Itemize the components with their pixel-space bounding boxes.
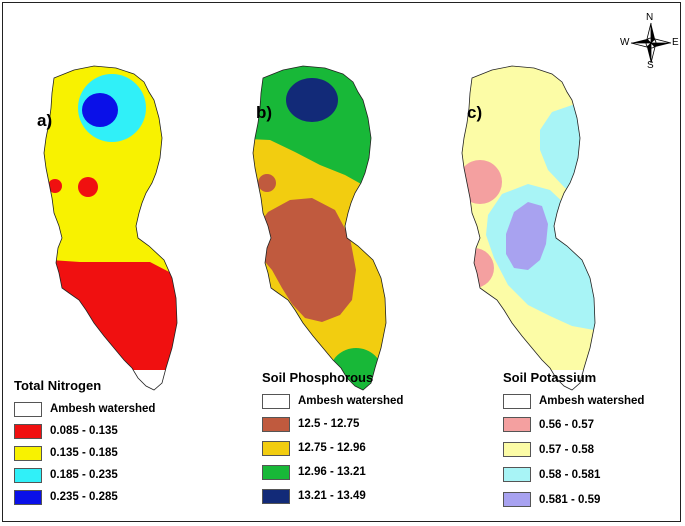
legend-swatch bbox=[503, 467, 531, 482]
zone-n-0.085-0.135 bbox=[44, 258, 177, 370]
legend-row: 12.5 - 12.75 bbox=[262, 412, 403, 436]
legend-swatch bbox=[14, 467, 42, 483]
hotspot-n-large bbox=[78, 177, 98, 197]
zone-n-0.235-0.285 bbox=[82, 93, 118, 127]
zone-k-0.581-0.59 bbox=[506, 202, 548, 270]
compass-labels: N S E W bbox=[620, 12, 680, 72]
legend-row: 12.96 - 13.21 bbox=[262, 460, 403, 484]
compass-east-label: E bbox=[672, 37, 679, 48]
legend-label: 0.57 - 0.58 bbox=[539, 443, 594, 456]
legend-label: Ambesh watershed bbox=[539, 395, 645, 407]
legend-label: 12.96 - 13.21 bbox=[298, 466, 366, 478]
legend-row: 0.58 - 0.581 bbox=[503, 462, 644, 487]
zone-k-0.56-0.57-east bbox=[568, 188, 595, 232]
compass-rose-icon bbox=[630, 22, 672, 64]
panel-label-a: a) bbox=[37, 111, 53, 130]
legend-label: Ambesh watershed bbox=[50, 403, 156, 415]
legend-swatch bbox=[262, 440, 290, 456]
legend-label: 0.185 - 0.235 bbox=[50, 469, 118, 481]
legend-label: 0.085 - 0.135 bbox=[50, 425, 118, 437]
legend-row-watershed: Ambesh watershed bbox=[14, 398, 155, 420]
hotspot-p-west bbox=[258, 174, 276, 192]
compass-west-label: W bbox=[620, 37, 630, 48]
legend-swatch bbox=[14, 445, 42, 461]
legend-soil-potassium: Soil Potassium Ambesh watershed 0.56 - 0… bbox=[503, 370, 644, 512]
legend-row: 13.21 - 13.49 bbox=[262, 484, 403, 508]
hotspot-n-small bbox=[48, 179, 62, 193]
legend-swatch bbox=[14, 489, 42, 505]
compass-south-label: S bbox=[647, 60, 654, 71]
compass-north-label: N bbox=[646, 12, 654, 23]
legend-label: 0.235 - 0.285 bbox=[50, 491, 118, 503]
legend-label: Ambesh watershed bbox=[298, 395, 404, 407]
legend-row: 0.581 - 0.59 bbox=[503, 487, 644, 512]
zone-k-0.56-0.57-west bbox=[462, 248, 494, 288]
legend-row: 0.57 - 0.58 bbox=[503, 437, 644, 462]
panel-label-c: c) bbox=[467, 103, 483, 122]
zone-k-0.56-0.57-northwest bbox=[462, 160, 502, 204]
legend-label: 0.135 - 0.185 bbox=[50, 447, 118, 459]
zone-p-13.21-13.49-east bbox=[384, 128, 386, 192]
legend-row: 0.235 - 0.285 bbox=[14, 486, 155, 508]
panel-label-b: b) bbox=[256, 103, 273, 122]
legend-swatch bbox=[262, 488, 290, 504]
map-total-nitrogen bbox=[44, 66, 177, 370]
legend-row: 0.56 - 0.57 bbox=[503, 412, 644, 437]
legend-swatch bbox=[262, 464, 290, 480]
legend-swatch bbox=[262, 416, 290, 432]
legend-label: 0.58 - 0.581 bbox=[539, 468, 601, 481]
zone-p-13.21-13.49-north bbox=[286, 78, 338, 122]
legend-title: Soil Phosphorous bbox=[262, 370, 374, 385]
legend-label: 13.21 - 13.49 bbox=[298, 490, 366, 502]
legend-total-nitrogen: Total Nitrogen Ambesh watershed 0.085 - … bbox=[14, 378, 155, 508]
legend-title: Soil Potassium bbox=[503, 370, 597, 385]
legend-swatch-watershed bbox=[14, 401, 42, 417]
legend-swatch bbox=[503, 442, 531, 457]
legend-label: 0.56 - 0.57 bbox=[539, 418, 594, 431]
legend-soil-phosphorous: Soil Phosphorous Ambesh watershed 12.5 -… bbox=[262, 370, 403, 508]
legend-row: 0.135 - 0.185 bbox=[14, 442, 155, 464]
legend-swatch bbox=[503, 417, 531, 432]
zone-p-12.5-12.75 bbox=[256, 198, 356, 322]
legend-swatch bbox=[14, 423, 42, 439]
legend-row: 12.75 - 12.96 bbox=[262, 436, 403, 460]
legend-swatch bbox=[503, 492, 531, 507]
legend-title: Total Nitrogen bbox=[14, 378, 102, 393]
legend-label: 0.581 - 0.59 bbox=[539, 493, 601, 506]
legend-label: 12.75 - 12.96 bbox=[298, 442, 366, 454]
legend-row-watershed: Ambesh watershed bbox=[262, 390, 403, 412]
legend-swatch-watershed bbox=[503, 393, 531, 409]
legend-row: 0.085 - 0.135 bbox=[14, 420, 155, 442]
legend-swatch-watershed bbox=[262, 393, 290, 409]
legend-label: 12.5 - 12.75 bbox=[298, 418, 360, 430]
legend-row-watershed: Ambesh watershed bbox=[503, 390, 644, 412]
legend-row: 0.185 - 0.235 bbox=[14, 464, 155, 486]
